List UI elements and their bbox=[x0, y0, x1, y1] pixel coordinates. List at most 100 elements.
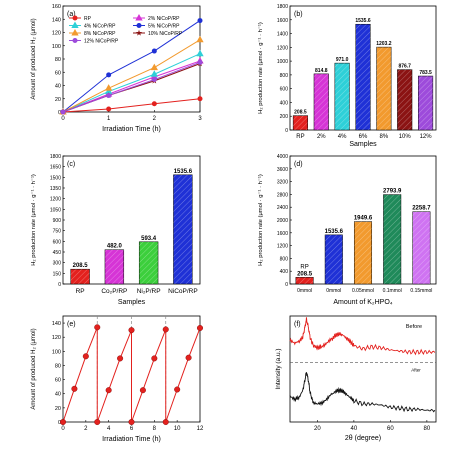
y-tick-label: 100 bbox=[52, 349, 61, 355]
y-tick-label: 1650 bbox=[50, 165, 61, 171]
data-label-b-1: 814.8 bbox=[315, 68, 328, 74]
panel-label-f: (f) bbox=[294, 321, 301, 328]
annotation-after: After bbox=[411, 368, 421, 373]
x-tick-label: 80 bbox=[424, 426, 431, 432]
category-label-d-0: 0mmol bbox=[297, 288, 312, 294]
bar-hatch-d-3 bbox=[383, 194, 401, 284]
data-point-a-6 bbox=[60, 109, 66, 115]
category-label-b-5: 10% bbox=[399, 134, 412, 140]
y-tick-label: 120 bbox=[52, 31, 61, 37]
legend-marker-a-6 bbox=[72, 38, 78, 43]
data-label-c-1: 482.0 bbox=[107, 244, 123, 250]
y-tick-label: 800 bbox=[280, 73, 289, 79]
y-tick-label: 60 bbox=[55, 70, 61, 76]
x-tick-label: 2 bbox=[153, 116, 157, 122]
series-line-f-1 bbox=[289, 372, 436, 413]
data-point-a-4 bbox=[105, 84, 113, 91]
category-label-b-0: RP bbox=[296, 134, 304, 140]
series-line-a-0 bbox=[62, 98, 201, 113]
data-point-a-6 bbox=[106, 92, 112, 98]
legend-marker-a-5 bbox=[135, 29, 143, 36]
y-tick-label: 1350 bbox=[50, 186, 61, 192]
data-point-e-13 bbox=[174, 386, 181, 393]
data-point-e-4 bbox=[94, 419, 101, 426]
legend-label-a-2: 4% NiCoP/RP bbox=[84, 24, 116, 30]
data-label-d-1: 1535.6 bbox=[325, 229, 344, 235]
data-label-d-0: 208.5 bbox=[297, 271, 313, 277]
y-tick-label: 160 bbox=[52, 4, 61, 10]
y-axis-label-b: H₂ production rate (μmol · g⁻¹ · h⁻¹) bbox=[258, 22, 264, 114]
data-point-e-12 bbox=[162, 419, 169, 426]
bar-hatch-d-0 bbox=[295, 277, 314, 284]
panel-label-a: (a) bbox=[67, 11, 76, 18]
bar-hatch-c-3 bbox=[173, 174, 193, 284]
data-label-b-5: 876.7 bbox=[398, 64, 411, 70]
data-label-d-2: 1949.6 bbox=[354, 216, 373, 222]
data-point-e-7 bbox=[128, 327, 135, 334]
data-point-e-11 bbox=[162, 326, 169, 333]
bar-hatch-b-6 bbox=[418, 76, 433, 130]
panel-label-b: (b) bbox=[294, 11, 303, 18]
panel-frame-f bbox=[289, 315, 437, 423]
y-tick-label: 0 bbox=[58, 282, 61, 288]
y-tick-label: 20 bbox=[55, 406, 61, 412]
legend-label-a-4: 8% NiCoP/RP bbox=[84, 31, 116, 37]
legend-label-a-3: 5% NiCoP/RP bbox=[148, 24, 180, 30]
data-label-b-0: 208.5 bbox=[294, 110, 307, 116]
bar-hatch-c-2 bbox=[139, 241, 159, 284]
legend-label-a-0: RP bbox=[84, 16, 92, 22]
data-label-c-2: 593.4 bbox=[141, 236, 157, 242]
y-tick-label: 40 bbox=[55, 392, 61, 398]
data-point-a-4 bbox=[196, 35, 204, 43]
x-tick-label: 40 bbox=[351, 426, 358, 432]
bar-hatch-b-2 bbox=[334, 63, 350, 131]
x-tick-label: 10 bbox=[174, 426, 181, 432]
y-tick-label: 150 bbox=[53, 271, 62, 277]
series-line-a-6 bbox=[62, 61, 201, 113]
x-axis-label-e: Irradiation Time (h) bbox=[102, 436, 161, 443]
data-point-a-2 bbox=[196, 49, 204, 57]
x-tick-label: 20 bbox=[314, 426, 321, 432]
category-label-c-1: Co₂P/RP bbox=[101, 288, 127, 295]
data-label-b-2: 971.0 bbox=[336, 57, 349, 63]
category-label-c-2: Ni₂P/RP bbox=[137, 288, 161, 295]
legend-marker-a-0 bbox=[72, 15, 78, 21]
x-axis-label-a: Irradiation Time (h) bbox=[102, 126, 161, 133]
category-label-b-2: 4% bbox=[338, 134, 347, 140]
y-tick-label: 60 bbox=[55, 378, 61, 384]
y-axis-label-f: Intensity (a.u.) bbox=[275, 348, 282, 389]
x-axis-label-f: 2θ (degree) bbox=[345, 435, 381, 442]
y-axis-label-a: Amount of produced H₂ (μmol) bbox=[31, 18, 37, 99]
data-label-b-6: 783.5 bbox=[419, 70, 432, 76]
y-tick-label: 1500 bbox=[50, 175, 61, 181]
data-point-a-6 bbox=[151, 77, 157, 83]
y-tick-label: 80 bbox=[55, 57, 61, 63]
data-point-e-8 bbox=[128, 419, 135, 426]
series-line-a-3 bbox=[62, 20, 201, 113]
y-tick-label: 2400 bbox=[277, 205, 288, 211]
y-tick-label: 600 bbox=[280, 87, 289, 93]
data-point-a-3 bbox=[151, 48, 157, 54]
y-tick-label: 400 bbox=[280, 100, 289, 106]
bar-hatch-c-1 bbox=[104, 249, 124, 284]
data-point-e-6 bbox=[117, 355, 124, 362]
annotation-before: Before bbox=[406, 324, 422, 330]
series-line-a-2 bbox=[62, 53, 201, 113]
y-tick-label: 1400 bbox=[277, 32, 288, 38]
data-point-a-4 bbox=[150, 63, 158, 71]
legend-label-a-5: 10% NiCoP/RP bbox=[148, 31, 183, 37]
legend-marker-a-2 bbox=[71, 21, 79, 28]
y-tick-label: 4000 bbox=[277, 154, 288, 160]
data-label-c-0: 208.5 bbox=[73, 263, 89, 269]
y-axis-label-d: H₂ production rate (μmol · g⁻¹ · h⁻¹) bbox=[258, 174, 264, 266]
legend-marker-a-1 bbox=[135, 13, 143, 21]
y-tick-label: 120 bbox=[52, 335, 61, 341]
y-tick-label: 1200 bbox=[277, 45, 288, 51]
data-point-e-0 bbox=[60, 419, 67, 426]
y-tick-label: 2800 bbox=[277, 192, 288, 198]
y-tick-label: 1600 bbox=[277, 231, 288, 237]
series-line-a-4 bbox=[62, 39, 201, 113]
x-tick-label: 12 bbox=[197, 426, 204, 432]
data-point-e-5 bbox=[105, 387, 112, 394]
